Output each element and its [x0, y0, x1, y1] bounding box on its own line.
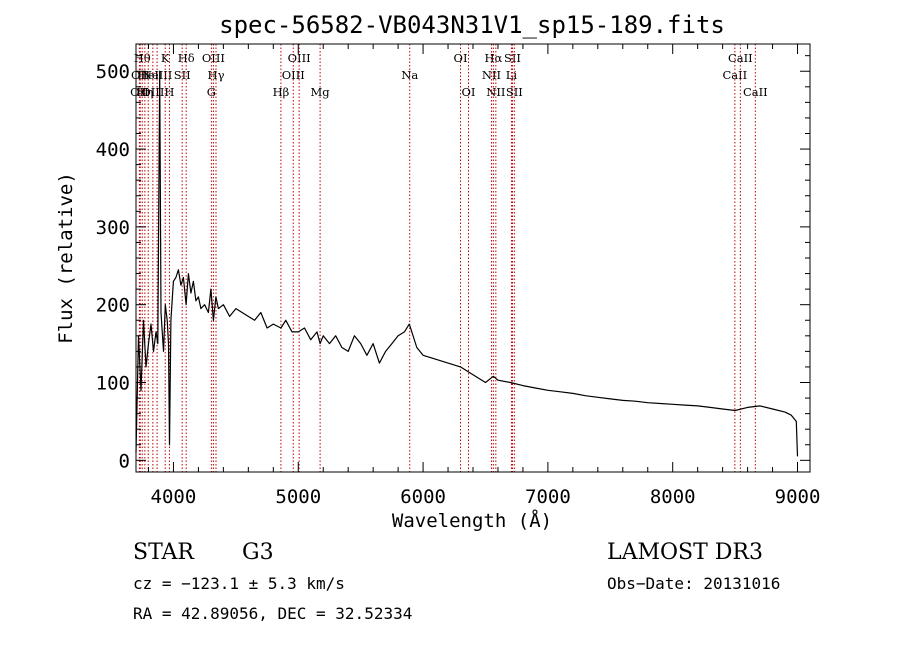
line-marker-label: Hβ	[273, 85, 290, 99]
axis-ticks: 4000 5000 6000 7000 8000 9000 0 100 200 300 400 500	[96, 44, 821, 508]
line-marker-label: CaII	[722, 68, 747, 82]
spectrum-series	[135, 70, 799, 457]
line-marker-label: CaII	[728, 51, 753, 65]
x-tick-label: 5000	[275, 486, 321, 508]
line-marker-label: Li	[506, 68, 518, 82]
line-marker-label: NeIII	[142, 68, 173, 82]
y-tick-label: 300	[96, 217, 130, 239]
chart-title: spec-56582-VB043N31V1_sp15-189.fits	[219, 11, 725, 39]
spectrum-line	[135, 70, 799, 457]
line-marker-label: Hα	[484, 51, 502, 65]
x-axis-label: Wavelength (Å)	[392, 509, 552, 532]
y-axis-label: Flux (relative)	[55, 172, 77, 344]
line-marker-label: CaII	[743, 85, 768, 99]
y-tick-label: 100	[96, 373, 130, 395]
x-tick-label: 8000	[650, 486, 696, 508]
obs-date-readout: Obs−Date: 20131016	[607, 574, 780, 593]
object-subclass: G3	[242, 540, 274, 565]
x-tick-label: 4000	[151, 486, 197, 508]
line-marker-label: Na	[401, 68, 418, 82]
line-marker-label: OIII	[202, 51, 225, 65]
redshift-readout: cz = −123.1 ± 5.3 km/s	[133, 574, 345, 593]
object-class: STAR	[133, 540, 195, 565]
line-marker-label: SII	[506, 85, 523, 99]
line-marker-label: OI	[454, 51, 468, 65]
x-tick-label: 6000	[400, 486, 446, 508]
y-tick-label: 500	[96, 61, 130, 83]
survey-name: LAMOST DR3	[607, 540, 763, 565]
line-marker-label: Hγ	[208, 68, 225, 82]
line-marker-label: NII	[482, 68, 501, 82]
line-marker-label: Hη	[136, 85, 153, 99]
line-marker-label: OI	[462, 85, 476, 99]
line-marker-label: OIII	[288, 51, 311, 65]
line-marker-label: OIII	[282, 68, 305, 82]
line-marker-label: OIII	[141, 85, 164, 99]
line-marker-label: OII	[130, 85, 149, 99]
line-marker-label: K	[161, 51, 170, 65]
emission-line-markers: OIIOIIHθHηHeIOIIINeIIIKHSIIHδGOIIIHγHβOI…	[130, 44, 768, 472]
line-marker-label: G	[207, 85, 216, 99]
line-marker-label: H	[164, 85, 174, 99]
x-tick-label: 9000	[775, 486, 821, 508]
x-tick-label: 7000	[525, 486, 571, 508]
line-marker-label: SII	[504, 51, 521, 65]
y-tick-label: 0	[119, 450, 130, 472]
line-marker-label: Mg	[311, 85, 331, 99]
line-marker-label: Hδ	[178, 51, 195, 65]
line-marker-label: SII	[174, 68, 191, 82]
coordinates-readout: RA = 42.89056, DEC = 32.52334	[133, 604, 412, 623]
line-marker-label: NII	[486, 85, 505, 99]
line-marker-label: Hθ	[134, 51, 151, 65]
y-tick-label: 400	[96, 139, 130, 161]
y-tick-label: 200	[96, 295, 130, 317]
